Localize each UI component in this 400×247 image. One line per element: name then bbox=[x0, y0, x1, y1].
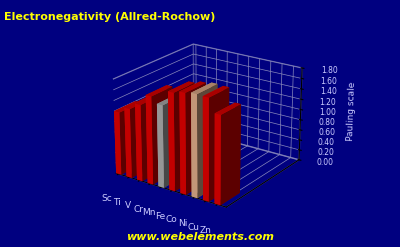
Text: Electronegativity (Allred-Rochow): Electronegativity (Allred-Rochow) bbox=[4, 12, 215, 22]
Text: www.webelements.com: www.webelements.com bbox=[126, 232, 274, 242]
